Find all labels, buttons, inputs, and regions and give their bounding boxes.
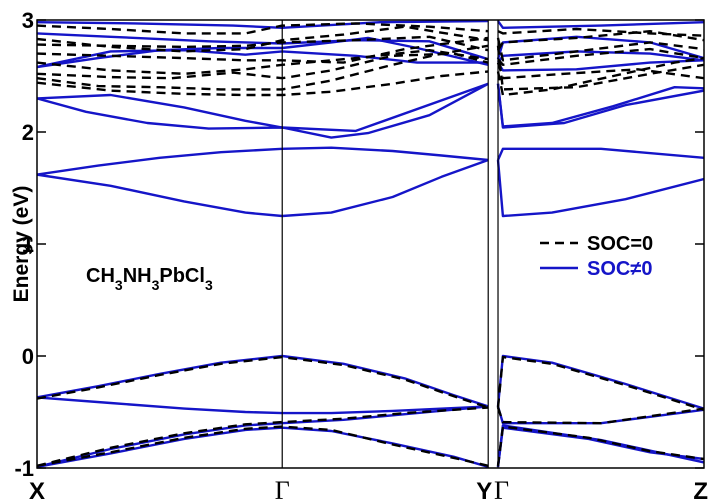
band-soc-neq0-11: [37, 426, 489, 468]
kpoint-label-2: Y: [476, 478, 492, 502]
band-soc0-14: [497, 47, 704, 67]
band-soc0-19: [496, 407, 704, 425]
y-tick-label: 3: [22, 8, 34, 33]
kpoint-label-1: Γ: [275, 476, 290, 502]
band-soc-neq0-3: [37, 82, 489, 139]
kpoint-lines-group: [281, 20, 499, 468]
band-soc0-10: [37, 425, 489, 467]
band-soc-neq0-23: [496, 426, 704, 468]
band-soc0-9: [37, 406, 489, 467]
band-soc0-4: [37, 36, 489, 64]
band-soc-neq0-4: [37, 49, 489, 69]
band-soc0-7: [37, 22, 489, 35]
band-soc-neq0-1: [37, 158, 489, 218]
band-soc0-17: [497, 27, 704, 37]
band-soc0-15: [496, 37, 704, 62]
y-tick-label: 0: [22, 344, 34, 369]
band-soc0-6: [37, 25, 489, 53]
y-tick-label: 1: [22, 232, 34, 257]
compound-label: CH3NH3PbCl3: [86, 265, 213, 293]
kpoint-label-0: X: [29, 478, 45, 502]
band-soc0-18: [496, 355, 704, 411]
legend: SOC=0 SOC≠0: [540, 233, 653, 280]
band-soc-neq0-2: [37, 82, 489, 133]
band-soc-neq0-19: [497, 20, 704, 29]
band-soc-neq0-21: [496, 406, 704, 425]
band-soc0-11: [496, 56, 704, 97]
kpoint-label-4: Z: [693, 478, 708, 502]
band-soc-neq0-10: [37, 405, 489, 468]
y-ticks-group: -1 0 1 2 3: [14, 8, 704, 481]
band-soc-neq0-8: [37, 354, 489, 408]
y-axis-label: Energy (eV): [10, 186, 33, 303]
y-tick-label: -1: [14, 456, 34, 481]
y-tick-label: 2: [22, 120, 34, 145]
band-soc-neq0-9: [37, 396, 489, 415]
band-soc0-16: [496, 30, 704, 51]
band-soc0-20: [496, 425, 704, 466]
band-soc0-3: [37, 49, 489, 76]
band-soc-neq0-7: [37, 20, 489, 29]
kpoint-label-3: Γ: [494, 476, 509, 502]
legend-label-soc0: SOC=0: [587, 233, 653, 255]
band-soc0-13: [496, 62, 704, 80]
band-soc-neq0-0: [37, 146, 489, 176]
band-soc-neq0-13: [496, 147, 704, 161]
band-soc-neq0-12: [496, 159, 704, 218]
band-soc0-12: [496, 45, 704, 91]
band-soc0-8: [37, 355, 489, 409]
band-soc-neq0-15: [496, 83, 704, 128]
legend-label-soc-neq0: SOC≠0: [587, 258, 652, 280]
band-soc-neq0-14: [496, 83, 704, 129]
